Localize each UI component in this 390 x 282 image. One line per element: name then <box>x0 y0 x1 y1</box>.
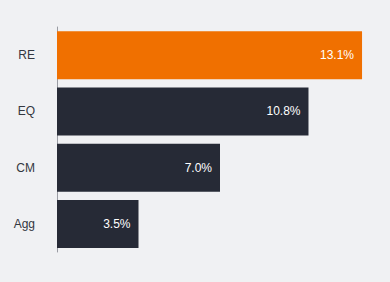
svg-text:EQ: EQ <box>18 104 35 118</box>
svg-text:10.8%: 10.8% <box>266 104 300 118</box>
svg-text:3.5%: 3.5% <box>103 217 131 231</box>
svg-text:CM: CM <box>16 161 35 175</box>
svg-text:Agg: Agg <box>14 217 35 231</box>
svg-text:7.0%: 7.0% <box>185 161 213 175</box>
svg-text:13.1%: 13.1% <box>320 48 354 62</box>
svg-text:RE: RE <box>18 48 35 62</box>
